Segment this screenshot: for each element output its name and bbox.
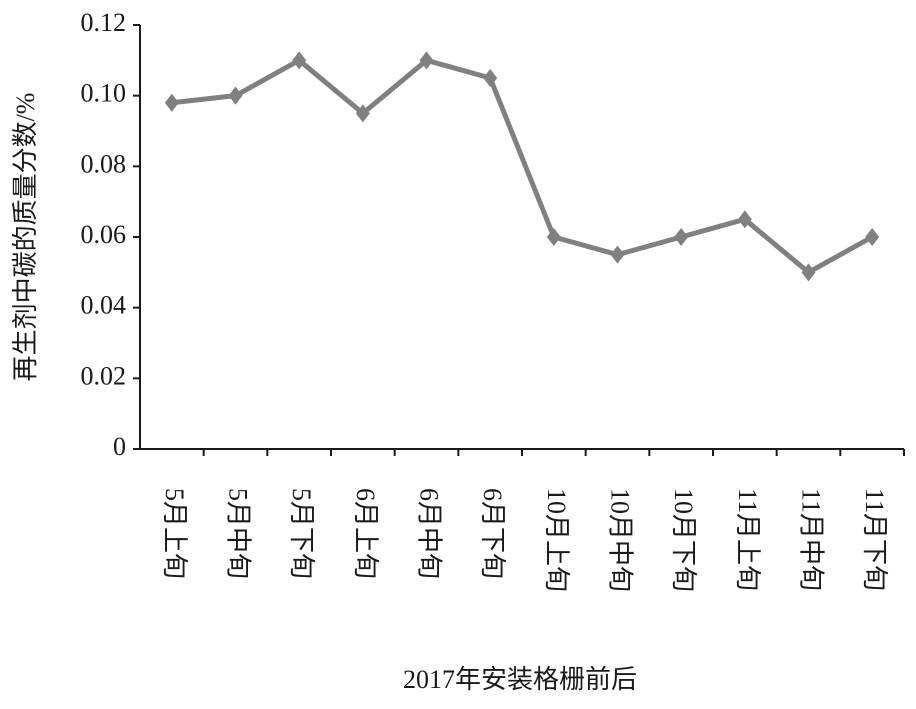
data-point bbox=[164, 93, 179, 112]
x-tick-label: 6月下旬 bbox=[478, 488, 507, 579]
x-tick-label: 6月中旬 bbox=[415, 488, 444, 579]
x-tick-label: 10月上旬 bbox=[542, 488, 571, 592]
data-point bbox=[228, 86, 243, 105]
y-axis-label: 再生剂中碳的质量分数/% bbox=[11, 93, 40, 382]
y-tick-label: 0.04 bbox=[81, 291, 127, 320]
x-tick-label: 10月下旬 bbox=[669, 488, 698, 592]
data-line bbox=[171, 57, 874, 275]
x-tick-label: 5月下旬 bbox=[287, 488, 316, 579]
data-point bbox=[674, 228, 689, 246]
data-point bbox=[355, 104, 370, 123]
x-tick-label: 11月下旬 bbox=[860, 488, 889, 591]
y-tick-label: 0.12 bbox=[81, 8, 127, 37]
data-point bbox=[292, 51, 307, 70]
data-point bbox=[483, 69, 498, 87]
data-point bbox=[419, 51, 434, 70]
x-axis-label: 2017年安装格栅前后 bbox=[403, 665, 637, 694]
y-tick-label: 0.08 bbox=[81, 149, 127, 178]
data-point bbox=[610, 245, 625, 264]
y-tick-label: 0 bbox=[113, 432, 126, 461]
data-point bbox=[546, 228, 561, 246]
y-tick-label: 0.10 bbox=[81, 79, 127, 108]
x-tick-label: 11月中旬 bbox=[797, 488, 826, 591]
x-tick-label: 11月上旬 bbox=[733, 488, 762, 591]
y-tick-label: 0.06 bbox=[81, 220, 127, 249]
y-tick-label: 0.02 bbox=[81, 361, 127, 390]
data-point bbox=[865, 228, 880, 246]
data-point bbox=[737, 210, 752, 229]
x-tick-label: 10月中旬 bbox=[606, 488, 635, 592]
x-tick-label: 5月上旬 bbox=[160, 488, 189, 579]
x-tick-label: 5月中旬 bbox=[224, 488, 253, 579]
x-tick-label: 6月上旬 bbox=[351, 488, 380, 579]
data-point bbox=[801, 263, 816, 282]
